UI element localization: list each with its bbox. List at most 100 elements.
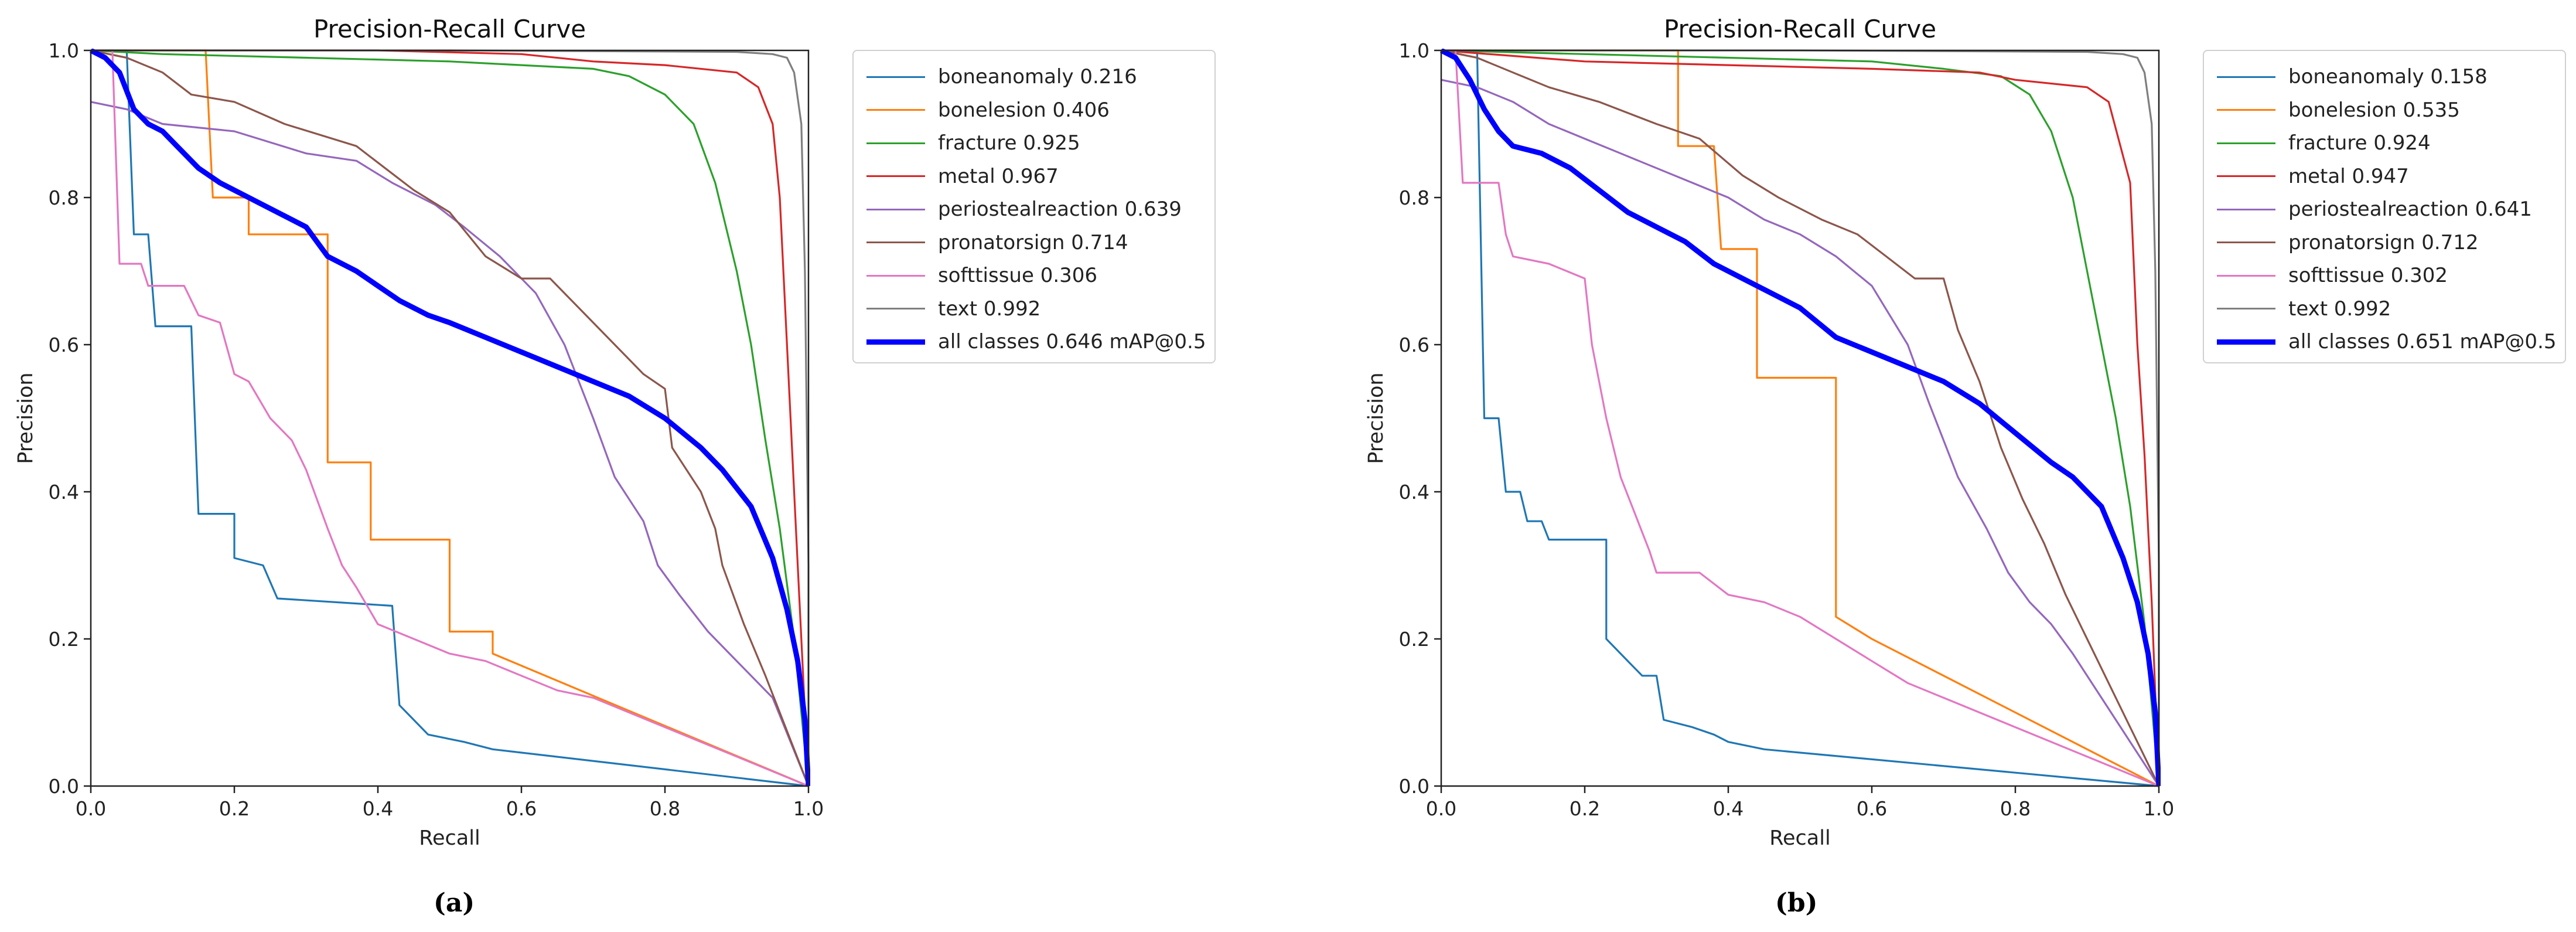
legend-label: fracture 0.925: [938, 131, 1080, 155]
legend-swatch: [2217, 142, 2275, 144]
series-line-fracture: [1441, 49, 2160, 787]
chart-title: Precision-Recall Curve: [1664, 15, 1936, 43]
x-tick-label: 0.8: [650, 797, 680, 820]
y-tick-label: 1.0: [49, 39, 79, 62]
legend-swatch: [2217, 109, 2275, 111]
legend-item: metal 0.947: [2217, 160, 2409, 193]
x-tick-label: 0.4: [363, 797, 393, 820]
legend-item: boneanomaly 0.158: [2217, 60, 2488, 93]
plot-frame: [90, 49, 810, 787]
legend-label: pronatorsign 0.712: [2288, 230, 2479, 254]
legend-label: periostealreaction 0.639: [938, 198, 1182, 221]
legend-swatch: [866, 339, 925, 345]
legend-label: metal 0.947: [2288, 164, 2409, 188]
pr-chart-b: Precision-Recall Curve 0.0 0.2 0.4 0.6 0.8 1.0…: [1364, 15, 2174, 850]
legend-item: all classes 0.646 mAP@0.5: [866, 325, 1206, 358]
legend-swatch: [866, 274, 925, 277]
series-line-text: [91, 49, 810, 786]
legend-label: pronatorsign 0.714: [938, 230, 1128, 254]
legend-swatch: [866, 308, 925, 309]
x-tick-label: 0.8: [2000, 797, 2031, 820]
legend-label: fracture 0.924: [2288, 131, 2431, 155]
series-line-pronatorsign: [1441, 49, 2160, 787]
y-tick-label: 0.2: [49, 628, 79, 651]
y-tick-label: 0.4: [1399, 481, 1429, 504]
y-tick-label: 0.0: [1399, 775, 1429, 798]
series-line-pronatorsign: [90, 49, 810, 787]
legend-swatch: [2217, 76, 2275, 78]
legend-swatch: [866, 76, 925, 78]
legend-item: text 0.992: [2217, 292, 2391, 325]
series-group: [89, 49, 810, 787]
legend-item: pronatorsign 0.712: [2217, 226, 2479, 259]
series-line-metal: [1441, 49, 2160, 787]
legend-swatch: [866, 142, 925, 144]
x-tick-label: 1.0: [793, 797, 824, 820]
legend-swatch: [2217, 339, 2275, 345]
legend-item: softtissue 0.306: [866, 259, 1097, 292]
legend-item: fracture 0.924: [2217, 127, 2431, 159]
legend-b: boneanomaly 0.158 bonelesion 0.535 fractur…: [2203, 50, 2566, 363]
legend-label: softtissue 0.302: [2288, 264, 2448, 287]
series-line-bonelesion: [91, 49, 809, 787]
legend-label: text 0.992: [2288, 297, 2391, 321]
legend-swatch: [866, 109, 925, 111]
series-line-boneanomaly: [91, 49, 809, 787]
series-line-text: [1441, 49, 2160, 786]
x-tick-label: 0.0: [1426, 797, 1456, 820]
legend-label: all classes 0.651 mAP@0.5: [2288, 330, 2557, 353]
x-tick-label: 0.2: [1570, 797, 1600, 820]
legend-label: bonelesion 0.535: [2288, 98, 2460, 122]
y-axis-label: Precision: [1364, 372, 1388, 464]
legend-label: periostealreaction 0.641: [2288, 198, 2532, 221]
legend-label: metal 0.967: [938, 164, 1059, 188]
series-line-all-all: [89, 49, 810, 787]
legend-item: boneanomaly 0.216: [866, 60, 1137, 93]
legend-label: softtissue 0.306: [938, 264, 1098, 287]
legend-label: bonelesion 0.406: [938, 98, 1110, 122]
chart-panel-b: Precision-Recall Curve 0.0 0.2 0.4 0.6 0.8 1.0…: [1350, 0, 2576, 932]
legend-label: all classes 0.646 mAP@0.5: [938, 330, 1206, 353]
legend-swatch: [2217, 308, 2275, 309]
chart-panel-a: Precision-Recall Curve 0.0 0.2 0.4 0.6 0.8 1.0…: [14, 15, 1216, 918]
panel-caption-a: (a): [434, 888, 475, 918]
series-line-softtissue: [91, 49, 809, 787]
y-tick-label: 0.0: [49, 775, 79, 798]
y-tick-label: 0.4: [49, 481, 79, 504]
legend-swatch: [866, 175, 925, 177]
y-tick-label: 0.6: [1399, 334, 1429, 356]
series-line-metal: [91, 49, 810, 787]
series-line-fracture: [90, 49, 810, 787]
legend-item: fracture 0.925: [866, 127, 1080, 159]
x-tick-label: 0.0: [76, 797, 106, 820]
y-axis-label: Precision: [14, 372, 37, 464]
legend-item: bonelesion 0.406: [866, 94, 1110, 127]
y-tick-label: 0.6: [49, 334, 79, 356]
legend-label: boneanomaly 0.158: [2288, 65, 2488, 89]
legend-item: periostealreaction 0.639: [866, 193, 1182, 226]
legend-swatch: [866, 241, 925, 243]
y-tick-label: 0.2: [1399, 628, 1429, 651]
legend-item: all classes 0.651 mAP@0.5: [2217, 325, 2556, 358]
legend-item: softtissue 0.302: [2217, 259, 2448, 292]
legend-a: boneanomaly 0.216 bonelesion 0.406 fractur…: [852, 50, 1216, 363]
series-line-bonelesion: [1441, 49, 2159, 787]
y-tick-label: 0.8: [49, 186, 79, 209]
series-line-boneanomaly: [1441, 49, 2159, 787]
x-tick-label: 0.6: [1857, 797, 1887, 820]
legend-label: text 0.992: [938, 297, 1041, 321]
legend-swatch: [2217, 175, 2275, 177]
y-tick-label: 0.8: [1399, 186, 1429, 209]
legend-item: text 0.992: [866, 292, 1040, 325]
x-tick-label: 0.6: [506, 797, 537, 820]
legend-swatch: [2217, 241, 2275, 243]
series-line-periostealreaction: [90, 101, 810, 787]
pr-chart-a: Precision-Recall Curve 0.0 0.2 0.4 0.6 0.8 1.0…: [14, 15, 824, 850]
plot-frame: [1440, 49, 2160, 787]
chart-title: Precision-Recall Curve: [313, 15, 586, 43]
x-tick-label: 0.2: [219, 797, 250, 820]
legend-swatch: [866, 208, 925, 210]
series-line-softtissue: [1441, 49, 2159, 787]
x-axis-label: Recall: [419, 826, 480, 850]
series-line-all-all: [1439, 49, 2161, 787]
